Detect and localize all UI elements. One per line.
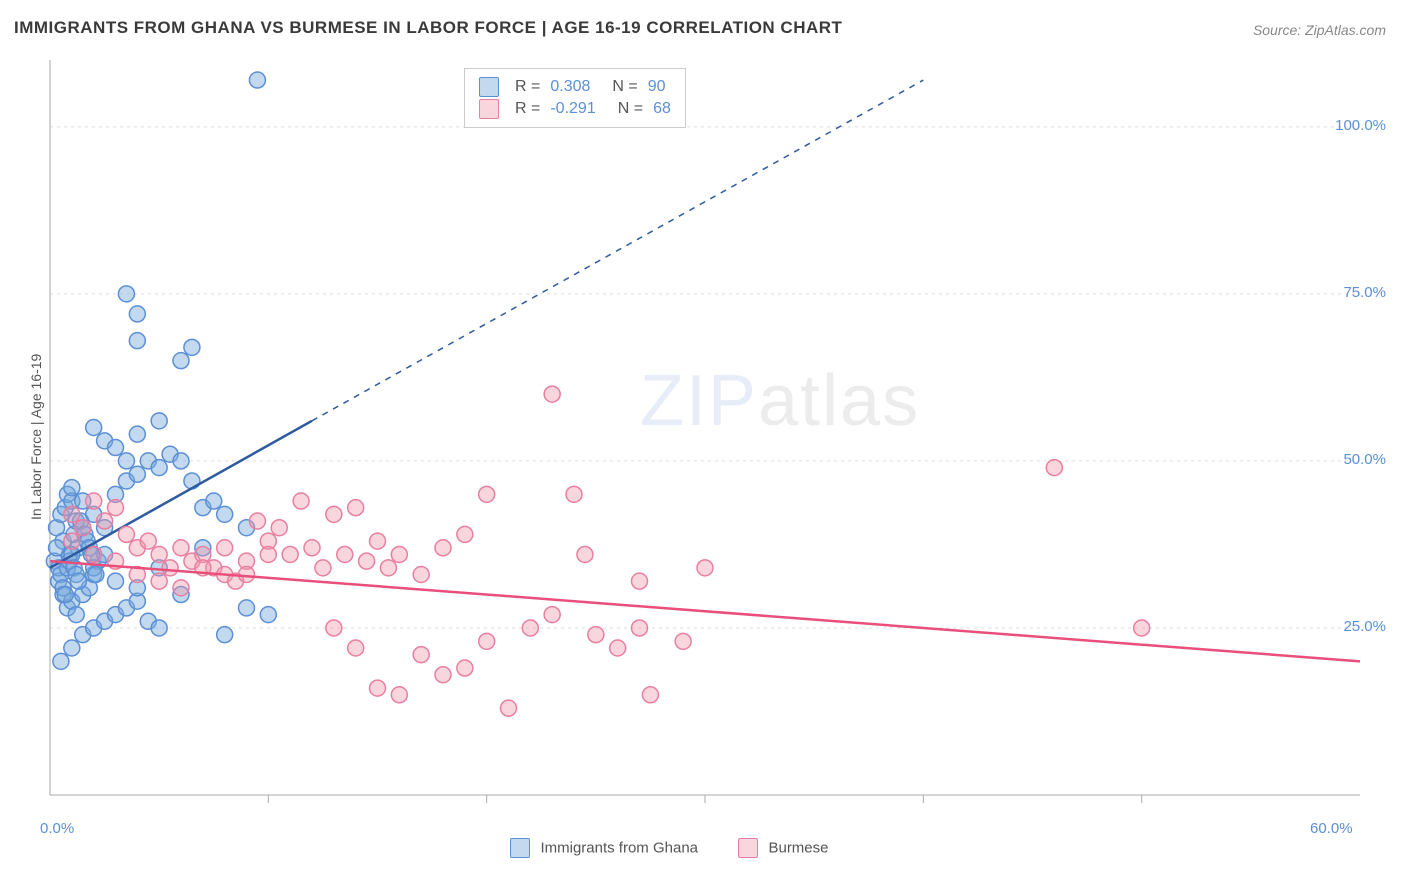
y-tick: 75.0% — [1343, 284, 1386, 301]
x-tick: 0.0% — [40, 820, 74, 837]
x-tick: 60.0% — [1310, 820, 1353, 837]
y-tick: 100.0% — [1335, 117, 1386, 134]
bottom-legend: Immigrants from Ghana Burmese — [510, 838, 829, 858]
swatch-burmese-icon — [738, 838, 758, 858]
scatter-chart — [0, 0, 1406, 892]
legend-row-ghana: R = 0.308 N = 90 — [479, 77, 671, 97]
legend-item-ghana: Immigrants from Ghana — [510, 838, 698, 858]
correlation-legend: R = 0.308 N = 90 R = -0.291 N = 68 — [464, 68, 686, 128]
y-tick: 50.0% — [1343, 451, 1386, 468]
y-tick: 25.0% — [1343, 618, 1386, 635]
swatch-ghana — [479, 77, 499, 97]
swatch-burmese — [479, 99, 499, 119]
swatch-ghana-icon — [510, 838, 530, 858]
legend-row-burmese: R = -0.291 N = 68 — [479, 99, 671, 119]
legend-item-burmese: Burmese — [738, 838, 828, 858]
